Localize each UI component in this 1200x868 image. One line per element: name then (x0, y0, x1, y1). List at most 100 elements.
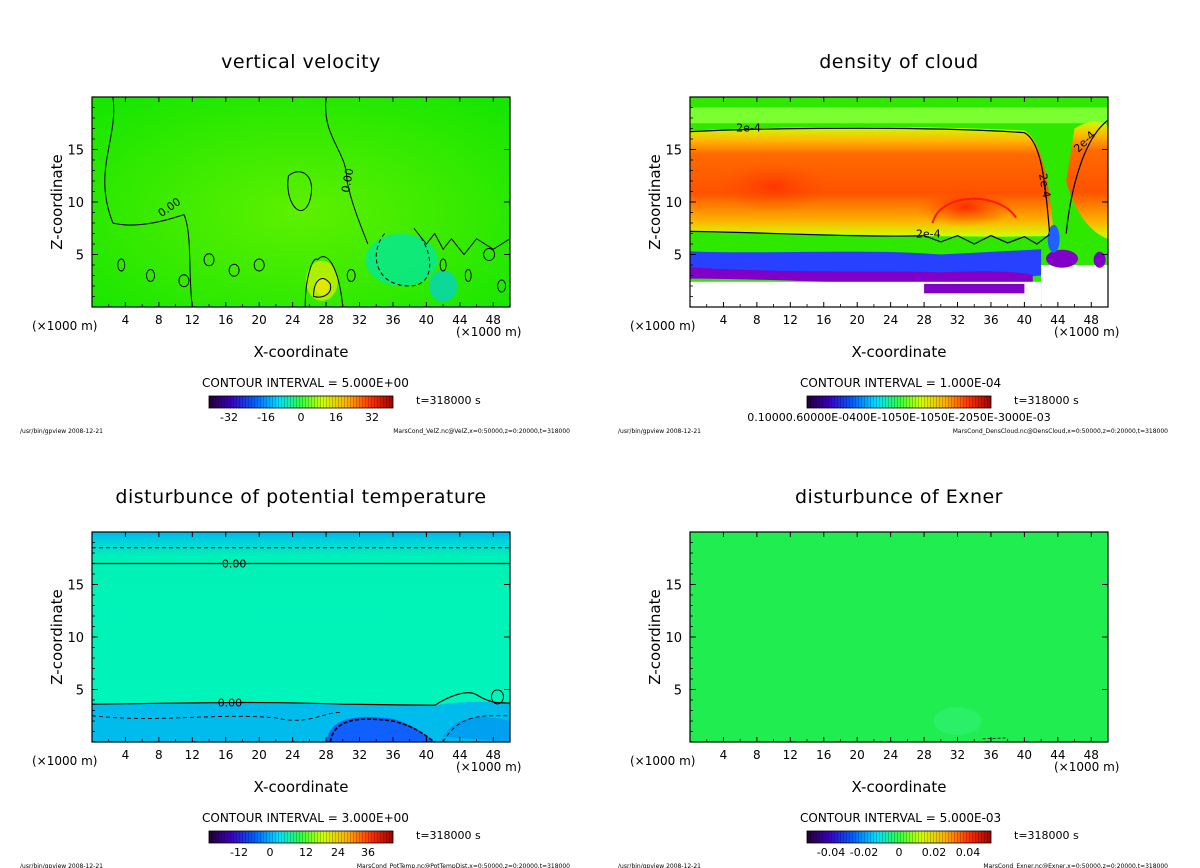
small-contour (228, 263, 240, 277)
x-tick-label: 28 (318, 748, 333, 762)
x-tick-label: 48 (1084, 313, 1099, 327)
x-tick-label: 40 (419, 748, 434, 762)
x-unit-right: (×1000 m) (456, 325, 521, 339)
footer-right: MarsCond_Exner.nc@Exner,x=0:50000,z=0:20… (983, 863, 1168, 868)
contour-interval: CONTOUR INTERVAL = 5.000E-03 (800, 811, 1001, 825)
cloud-core (917, 187, 1014, 228)
x-tick-label: 16 (816, 313, 831, 327)
footer-right: MarsCond_PotTemp.nc@PotTempDist,x=0:5000… (357, 863, 570, 868)
colorbar: 0.10000.60000E-0400E-1050E-1050E-2050E-3… (747, 395, 1051, 424)
x-tick-label: 24 (883, 313, 898, 327)
small-contour (464, 269, 472, 282)
colorbar-label: 0.10000.60000E-0400E-1050E-1050E-2050E-3… (747, 411, 1050, 424)
downdraft-core (429, 270, 458, 302)
x-tick-label: 4 (720, 313, 728, 327)
colorbar-label: 16 (329, 411, 343, 424)
colorbar-label: 32 (365, 411, 379, 424)
x-tick-label: 20 (850, 748, 865, 762)
small-contour (497, 279, 507, 293)
x-tick-label: 36 (983, 748, 998, 762)
x-unit-right: (×1000 m) (1054, 325, 1119, 339)
colorbar-label: 0 (896, 846, 903, 859)
x-tick-label: 16 (218, 313, 233, 327)
contour-interval: CONTOUR INTERVAL = 1.000E-04 (800, 376, 1001, 390)
downdraft-region (365, 233, 438, 286)
x-unit-right: (×1000 m) (456, 760, 521, 774)
x-tick-label: 36 (983, 313, 998, 327)
x-tick-label: 44 (452, 748, 467, 762)
colorbar-label: 12 (299, 846, 313, 859)
time-label: t=318000 s (1014, 829, 1079, 842)
x-tick-label: 8 (155, 313, 163, 327)
negative-contour (982, 737, 1008, 740)
y-tick-label: 15 (665, 579, 682, 594)
x-tick-label: 32 (950, 313, 965, 327)
negative-contour (375, 233, 431, 287)
x-tick-label: 4 (122, 313, 130, 327)
colorbar-label: -0.04 (817, 846, 845, 859)
footer-left: /usr/bin/gpview 2008-12-21 (618, 428, 701, 435)
footer-left: /usr/bin/gpview 2008-12-21 (618, 863, 701, 868)
x-axis-label: X-coordinate (852, 778, 947, 796)
panel-title: disturbunce of Exner (795, 486, 1003, 508)
updraft-contour (304, 256, 344, 308)
colorbar-label: -0.02 (850, 846, 878, 859)
colorbar: -32 -16 0 16 32 (208, 395, 394, 424)
colorbar-frame (208, 395, 394, 409)
cold-pool (326, 717, 435, 742)
time-label: t=318000 s (1014, 394, 1079, 407)
weak-anomaly (933, 707, 982, 735)
small-contour (439, 258, 447, 272)
footer-right: MarsCond_VelZ.nc@VelZ,x=0:50000,z=0:2000… (393, 428, 570, 435)
x-tick-label: 28 (318, 313, 333, 327)
x-tick-label: 44 (1050, 313, 1065, 327)
x-tick-label: 44 (452, 313, 467, 327)
x-tick-label: 28 (916, 748, 931, 762)
colorbar: -0.04 -0.02 0 0.02 0.04 (806, 830, 992, 859)
negative-contour (442, 715, 511, 743)
x-unit-left: (×1000 m) (32, 319, 97, 333)
small-contour (117, 258, 126, 272)
small-contour (483, 248, 496, 261)
zero-contour (104, 96, 193, 308)
cloud-band-right (1066, 121, 1108, 239)
x-tick-label: 24 (285, 748, 300, 762)
upper-halo (690, 107, 1108, 124)
y-tick-label: 5 (76, 249, 84, 264)
y-tick-label: 5 (674, 684, 682, 699)
cloud-core (713, 160, 834, 213)
colorbar-label: -16 (257, 411, 275, 424)
x-tick-label: 20 (252, 313, 267, 327)
x-tick-label: 16 (816, 748, 831, 762)
x-axis-label: X-coordinate (254, 778, 349, 796)
colorbar-label: 0.04 (956, 846, 981, 859)
noisy-contour (413, 227, 511, 256)
y-axis-label: Z-coordinate (48, 589, 66, 684)
x-tick-label: 48 (1084, 748, 1099, 762)
updraft-contour (313, 278, 332, 298)
x-unit-left: (×1000 m) (32, 754, 97, 768)
swirl-arc (931, 197, 1017, 224)
colorbar-frame (806, 830, 992, 844)
colorbar-label: 0.02 (922, 846, 947, 859)
colorbar-label: 24 (331, 846, 345, 859)
negative-contour (329, 718, 436, 743)
x-tick-label: 12 (185, 313, 200, 327)
cool-patch (443, 716, 510, 742)
small-contour (490, 689, 504, 705)
x-tick-label: 4 (122, 748, 130, 762)
panel-3: disturbunce of potential temperature 0.00… (20, 486, 570, 868)
small-contour (346, 269, 356, 282)
x-unit-left: (×1000 m) (630, 319, 695, 333)
panel-title: density of cloud (819, 51, 979, 73)
time-label: t=318000 s (416, 829, 481, 842)
cloud-base-dip (924, 283, 1025, 294)
right-patch (1093, 251, 1106, 268)
footer-right: MarsCond_DensCloud.nc@DensCloud,x=0:5000… (953, 428, 1168, 435)
closed-contour (287, 171, 312, 211)
field-background (690, 532, 1108, 742)
x-axis-label: X-coordinate (852, 343, 947, 361)
